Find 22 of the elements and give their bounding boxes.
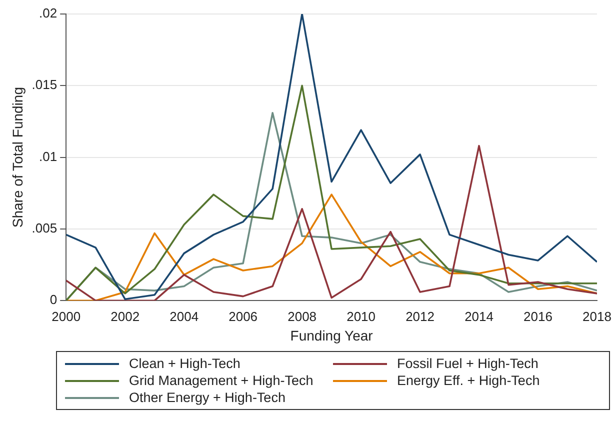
y-axis-title: Share of Total Funding [9, 86, 26, 228]
y-tick-label: .01 [39, 148, 58, 164]
legend-label: Clean + High-Tech [129, 356, 240, 371]
x-tick-label: 2000 [52, 308, 81, 324]
x-tick-label: 2004 [170, 308, 199, 324]
x-tick-label: 2014 [464, 308, 494, 324]
y-tick-label: .02 [39, 6, 58, 21]
x-tick-label: 2016 [524, 308, 552, 324]
x-tick-label: 2006 [228, 308, 258, 324]
x-tick-label: 2010 [346, 308, 376, 324]
y-tick-label: 0 [50, 292, 58, 308]
legend-label: Fossil Fuel + High-Tech [397, 356, 538, 371]
x-tick-label: 2008 [288, 308, 317, 324]
x-tick-label: 2002 [110, 308, 140, 324]
legend-label: Grid Management + High-Tech [129, 373, 314, 388]
y-tick-label: .005 [32, 220, 58, 236]
legend-label: Energy Eff. + High-Tech [397, 373, 540, 388]
y-tick-label: .015 [32, 77, 58, 92]
x-tick-label: 2018 [582, 308, 612, 324]
x-axis-title: Funding Year [290, 327, 374, 344]
legend-label: Other Energy + High-Tech [129, 390, 286, 405]
x-tick-label: 2012 [406, 308, 434, 324]
